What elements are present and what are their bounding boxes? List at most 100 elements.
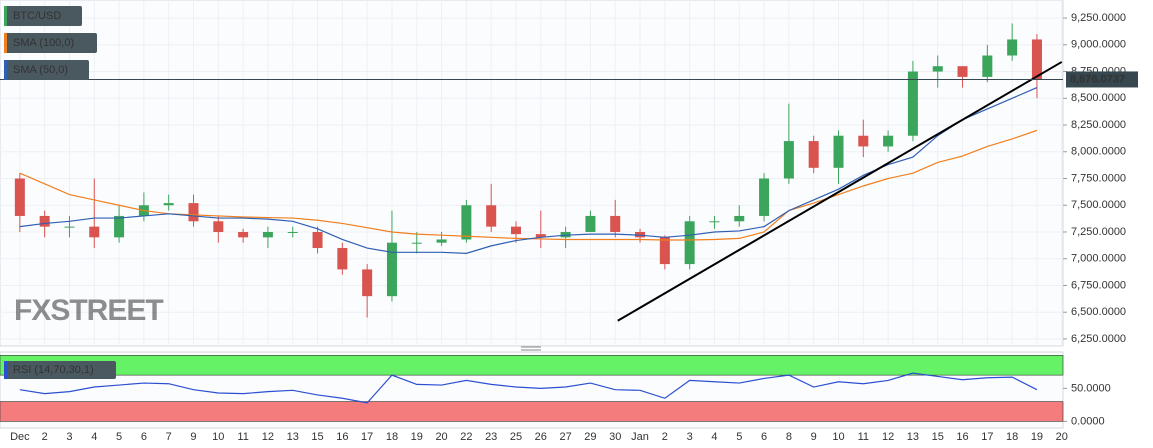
x-tick-label: 16 <box>956 431 968 443</box>
candle-body <box>709 221 720 223</box>
y-tick-label: 7,250.0000 <box>1071 226 1126 238</box>
x-tick-label: 3 <box>66 431 72 443</box>
x-tick-label: 27 <box>559 431 571 443</box>
x-tick-label: 10 <box>212 431 224 443</box>
candle-body <box>610 215 621 232</box>
x-tick-label: 29 <box>584 431 596 443</box>
rsi-line <box>19 372 1038 404</box>
y-tick-label: 8,000.0000 <box>1071 146 1126 158</box>
x-tick-label: 15 <box>311 431 323 443</box>
legend-label: RSI (14,70,30,1) <box>13 364 94 376</box>
x-tick-label: 12 <box>882 431 894 443</box>
candle-body <box>411 242 422 244</box>
x-tick-label: 6 <box>141 431 147 443</box>
y-tick-label: 6,750.0000 <box>1071 279 1126 291</box>
legend-swatch <box>4 60 7 80</box>
x-tick-label: 5 <box>116 431 122 443</box>
x-tick-label: 5 <box>736 431 742 443</box>
watermark: FXSTREET <box>14 294 163 327</box>
candle-body <box>907 71 918 136</box>
x-tick-label: 3 <box>687 431 693 443</box>
candle-body <box>486 205 497 227</box>
candle-body <box>833 135 844 168</box>
candle-body <box>312 231 323 249</box>
y-tick-label: 6,500.0000 <box>1071 306 1126 318</box>
legend-label: BTC/USD <box>13 10 61 22</box>
legend-swatch <box>4 6 7 26</box>
x-tick-label: 10 <box>832 431 844 443</box>
legend-label: SMA (50,0) <box>13 64 68 76</box>
x-tick-label: 9 <box>190 431 196 443</box>
legend-box <box>4 6 82 26</box>
x-tick-label: 9 <box>811 431 817 443</box>
candle-body <box>808 141 819 168</box>
x-tick-label: 16 <box>336 431 348 443</box>
x-tick-label: 23 <box>485 431 497 443</box>
candle-body <box>535 234 546 238</box>
x-tick-label: 12 <box>262 431 274 443</box>
x-tick-label: 17 <box>981 431 993 443</box>
x-tick-label: 15 <box>932 431 944 443</box>
legend-label: SMA (100,0) <box>13 37 74 49</box>
candle-body <box>64 226 75 228</box>
candle-body <box>362 269 373 297</box>
y-tick-label: 8,250.0000 <box>1071 119 1126 131</box>
candle-body <box>957 66 968 77</box>
candle-body <box>386 242 397 297</box>
x-tick-label: 13 <box>907 431 919 443</box>
x-tick-label: 7 <box>166 431 172 443</box>
y-tick-label: 9,000.0000 <box>1071 39 1126 51</box>
x-tick-label: 4 <box>91 431 97 443</box>
x-tick-label: 8 <box>786 431 792 443</box>
x-tick-label: 22 <box>460 431 472 443</box>
candle-body <box>982 55 993 77</box>
candle-body <box>14 178 25 216</box>
x-tick-label: 2 <box>662 431 668 443</box>
y-tick-label: 8,500.0000 <box>1071 92 1126 104</box>
candle-body <box>337 248 348 270</box>
x-tick-label: 18 <box>386 431 398 443</box>
candle-body <box>858 135 869 147</box>
x-tick-label: Jan <box>631 431 649 443</box>
candle-body <box>213 221 224 232</box>
x-tick-label: 19 <box>1031 431 1043 443</box>
y-tick-label: 9,250.0000 <box>1071 12 1126 24</box>
x-tick-label: 6 <box>761 431 767 443</box>
rsi-band <box>0 355 1064 376</box>
x-tick-label: 19 <box>411 431 423 443</box>
x-tick-label: 4 <box>711 431 717 443</box>
candle-body <box>89 226 100 238</box>
last-price-label: 8,676.0737 <box>1070 73 1125 85</box>
candle-body <box>883 135 894 147</box>
candle-body <box>585 215 596 232</box>
x-tick-label: 20 <box>435 431 447 443</box>
sma-line <box>19 87 1038 254</box>
price-pane <box>0 0 1064 347</box>
rsi-band <box>0 401 1064 422</box>
candle-body <box>188 203 199 222</box>
candle-body <box>461 205 472 240</box>
candle-body <box>262 231 273 238</box>
x-tick-label: 2 <box>42 431 48 443</box>
candle-body <box>238 231 249 238</box>
legend-swatch <box>4 33 7 53</box>
candle-body <box>659 237 670 265</box>
x-tick-label: Dec <box>10 431 30 443</box>
candle-body <box>436 239 447 243</box>
x-tick-label: 11 <box>237 431 248 443</box>
candle-body <box>114 215 125 238</box>
x-tick-label: 20 <box>1056 431 1068 443</box>
y-tick-label: 6,250.0000 <box>1071 333 1126 345</box>
x-tick-label: 26 <box>535 431 547 443</box>
y-tick-label: 50.0000 <box>1071 382 1111 394</box>
candle-body <box>759 178 770 216</box>
x-tick-label: 13 <box>287 431 299 443</box>
last-price-box <box>1066 71 1138 88</box>
candle-body <box>1007 39 1018 56</box>
candle-body <box>734 215 745 222</box>
candle-body <box>684 221 695 265</box>
y-tick-label: 7,750.0000 <box>1071 172 1126 184</box>
legend-box <box>4 361 116 379</box>
